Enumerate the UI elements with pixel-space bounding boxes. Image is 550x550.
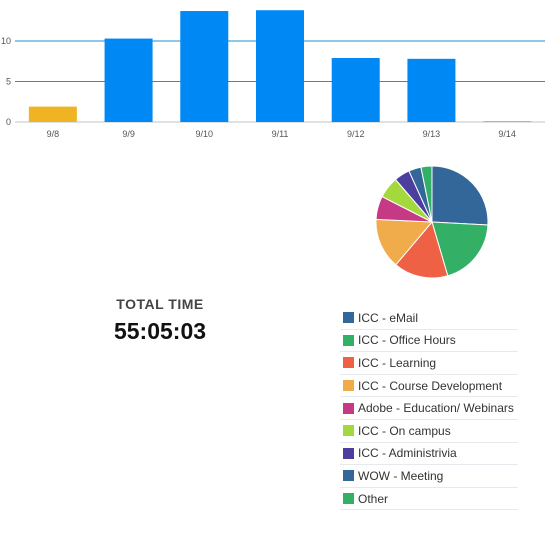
x-tick-label: 9/14 [498,129,516,139]
bar-chart: 0 5 10 9/8 9/9 9/10 9/11 9/12 9/13 9/14 [1,10,545,139]
legend-swatch [343,425,354,437]
pie-slice-1[interactable] [431,221,489,277]
legend-item[interactable]: ICC - Course Development [340,375,518,398]
legend-item[interactable]: ICC - eMail [340,307,518,330]
x-tick-label: 9/11 [272,129,289,139]
pie-chart [375,165,489,279]
legend-swatch [343,493,354,505]
bar-chart-bars [28,10,532,123]
pie-chart-slices [375,165,489,279]
bar-chart-x-tick-labels: 9/8 9/9 9/10 9/11 9/12 9/13 9/14 [47,129,516,139]
legend-label: ICC - eMail [358,310,419,325]
legend-label: ICC - Course Development [358,378,503,393]
legend-label: WOW - Meeting [358,468,444,483]
total-time-block: TOTAL TIME 55:05:03 [100,296,220,345]
pie-slice-0[interactable] [431,165,489,226]
legend-label: ICC - Learning [358,355,437,370]
legend-item[interactable]: ICC - Learning [340,352,518,375]
y-tick-label: 10 [1,36,11,46]
legend-item[interactable]: WOW - Meeting [340,465,518,488]
bar-9/8[interactable] [28,106,77,122]
legend-item[interactable]: Adobe - Education/ Webinars [340,397,518,420]
legend-swatch [343,447,354,459]
y-tick-label: 5 [6,77,11,87]
legend-swatch [343,380,354,392]
total-time-label: TOTAL TIME [116,296,204,312]
bar-9/14[interactable] [483,121,532,122]
total-time-value: 55:05:03 [113,318,207,344]
legend-item[interactable]: ICC - On campus [340,420,518,443]
x-tick-label: 9/8 [47,129,60,139]
bar-9/10[interactable] [180,11,229,123]
x-tick-label: 9/12 [347,129,365,139]
legend-item[interactable]: ICC - Administrivia [340,443,518,466]
pie-slice-2[interactable] [395,220,449,279]
legend-swatch [343,402,354,414]
legend-swatch [343,470,354,482]
pie-legend: ICC - eMail ICC - Office Hours ICC - Learn… [340,307,518,511]
bar-9/13[interactable] [407,58,456,122]
legend-label: ICC - Administrivia [358,446,457,461]
bar-9/12[interactable] [331,58,380,122]
legend-swatch [343,312,354,324]
legend-item[interactable]: ICC - Office Hours [340,330,518,353]
legend-item[interactable]: Other [340,488,518,511]
bar-chart-y-tick-labels: 0 5 10 [1,36,11,127]
legend-label: ICC - Office Hours [358,333,456,348]
legend-swatch [343,357,354,369]
pie-slice-8[interactable] [420,165,433,223]
y-tick-label: 0 [6,117,11,127]
legend-swatch [343,334,354,346]
bar-9/11[interactable] [256,10,304,122]
x-tick-label: 9/13 [423,129,441,139]
x-tick-label: 9/10 [196,129,214,139]
bar-9/9[interactable] [104,38,153,122]
legend-label: Adobe - Education/ Webinars [358,401,514,416]
legend-label: ICC - On campus [358,423,451,438]
legend-label: Other [358,491,389,506]
pie-slice-3[interactable] [375,218,434,266]
x-tick-label: 9/9 [122,129,135,139]
